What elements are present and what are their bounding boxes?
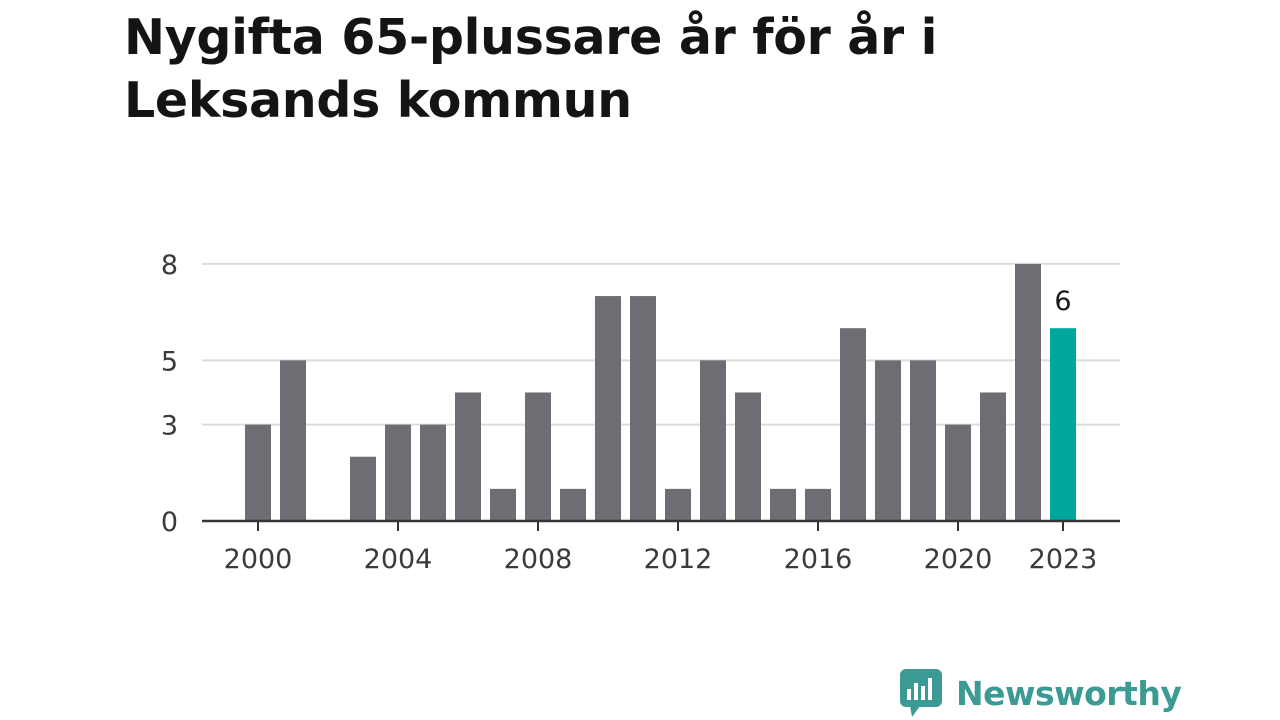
y-tick-label: 0 [161,507,178,538]
y-tick-label: 5 [161,346,178,377]
labels: 0 3 5 8 2000 2004 2008 2012 2016 2020 2023 6 [161,250,1098,575]
data-label-2023: 6 [1054,286,1071,317]
bar-2014 [735,392,761,521]
brand-logo: Newsworthy [900,668,1182,718]
bar-2017 [840,328,866,521]
axes [202,519,1120,531]
x-tick-label: 2008 [504,544,573,575]
y-tick-label: 8 [161,250,178,281]
bar-2016 [805,488,831,521]
bar-2020 [945,424,971,521]
bar-2000 [245,424,271,521]
bar-2006 [455,392,481,521]
bar-2004 [385,424,411,521]
bar-2015 [770,488,796,521]
bar-2018 [875,360,901,521]
bar-2007 [490,488,516,521]
bar-2013 [700,360,726,521]
x-tick-label: 2023 [1029,544,1098,575]
x-tick-label: 2012 [644,544,713,575]
x-tick-label: 2020 [924,544,993,575]
bar-2010 [595,296,621,521]
bar-2005 [420,424,446,521]
bar-2022 [1015,263,1041,521]
bar-2023 [1050,328,1076,521]
bar-2019 [910,360,936,521]
bar-2021 [980,392,1006,521]
brand-name: Newsworthy [956,673,1182,713]
x-tick-label: 2004 [364,544,433,575]
y-tick-label: 3 [161,411,178,442]
bar-2011 [630,296,656,521]
chart-title: Nygifta 65-plussare år för år i Leksands… [124,9,938,129]
bar-2008 [525,392,551,521]
bars [245,263,1076,521]
bar-2001 [280,360,306,521]
bar-2009 [560,488,586,521]
bar-2012 [665,488,691,521]
newsworthy-logo-icon [900,669,942,717]
x-tick-label: 2016 [784,544,853,575]
x-tick-label: 2000 [224,544,293,575]
bar-2003 [350,456,376,521]
